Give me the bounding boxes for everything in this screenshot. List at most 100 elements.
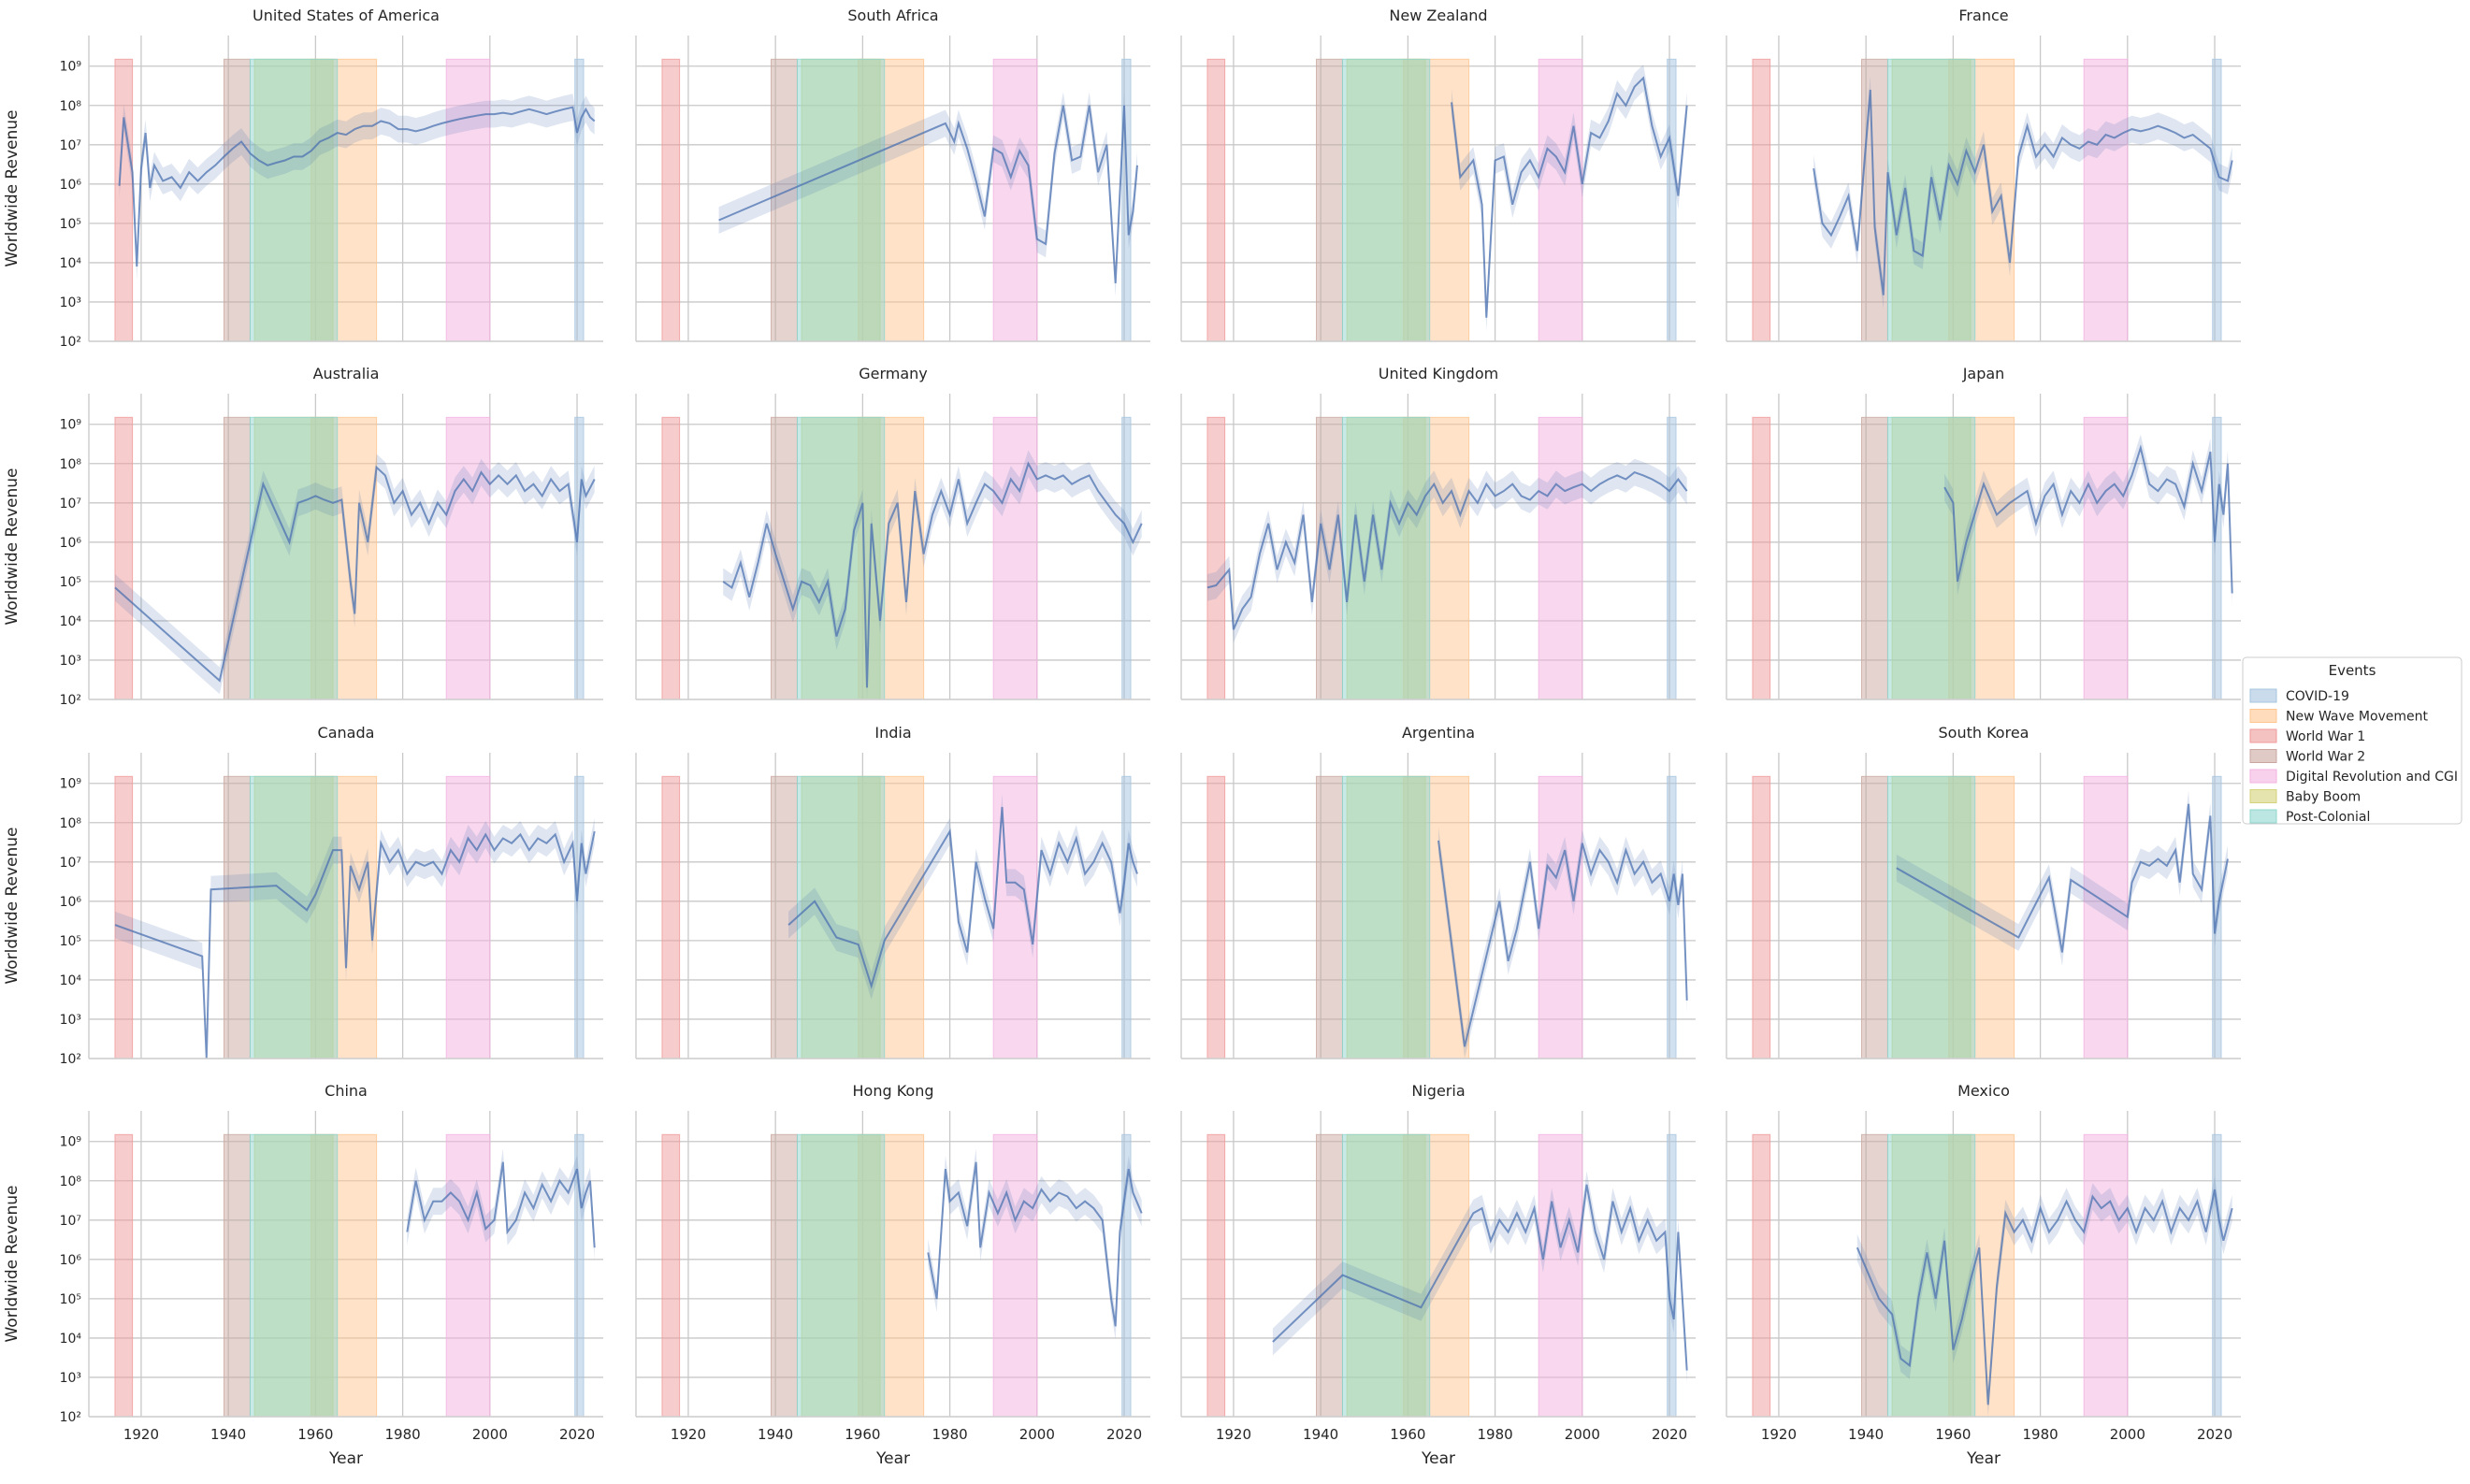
legend-label: Digital Revolution and CGI [2286, 770, 2458, 785]
event-spans [1752, 58, 2222, 342]
y-tick-label: 10³ [60, 1371, 81, 1386]
series-line [718, 105, 1138, 283]
y-tick-label: 10² [60, 1052, 81, 1067]
event-span [249, 416, 339, 700]
x-tick-label: 1920 [1216, 1426, 1251, 1443]
event-span [1667, 58, 1677, 342]
series-line [1451, 76, 1688, 318]
facet-panel: Germany [635, 365, 1150, 700]
facet-panel: Australia 10² 10³ 10⁴ 10⁵ 10⁶ 10⁷ 10⁸ 10⁹ Worldwi… [3, 365, 603, 708]
legend-swatch [2249, 769, 2277, 784]
x-tick-label: 2000 [1019, 1426, 1055, 1443]
x-tick-label: 1980 [384, 1426, 420, 1443]
facet-panel: New Zealand [1180, 7, 1696, 342]
event-span [2083, 58, 2129, 342]
legend-title: Events [2329, 662, 2376, 679]
panel-title: Nigeria [1411, 1082, 1465, 1100]
panel-title: South Africa [847, 7, 938, 24]
x-tick-label: 1960 [1935, 1426, 1971, 1443]
event-span [445, 775, 491, 1059]
y-axis-label: Worldwide Revenue [3, 827, 22, 984]
confidence-band [1944, 434, 2232, 607]
event-span [1121, 416, 1132, 700]
legend-swatch [2249, 789, 2277, 803]
x-tick-label: 2020 [559, 1426, 595, 1443]
event-span [1860, 775, 1888, 1059]
facet-panel: France [1726, 7, 2241, 342]
event-span [770, 58, 798, 342]
event-span [445, 1133, 491, 1418]
event-spans [1206, 1133, 1677, 1418]
event-span [249, 1133, 339, 1418]
panel-title: Japan [1962, 365, 2005, 382]
x-tick-label: 1940 [1848, 1426, 1884, 1443]
legend-item: World War 1 [2249, 728, 2365, 744]
event-spans [1206, 416, 1677, 700]
event-span [223, 58, 251, 342]
confidence-band [1813, 76, 2232, 309]
facet-panels: United States of America 10² 10³ 10⁴ 10⁵ 10⁶ 1… [3, 7, 2241, 1468]
event-span [1886, 416, 1976, 700]
legend-label: World War 1 [2286, 729, 2365, 744]
x-tick-label: 1960 [845, 1426, 880, 1443]
legend-items: COVID-19 New Wave Movement World War 1 Worl… [2249, 688, 2458, 825]
y-tick-label: 10⁴ [60, 256, 82, 271]
y-tick-label: 10⁶ [60, 1253, 82, 1268]
event-span [2083, 416, 2129, 700]
event-span [1667, 775, 1677, 1059]
legend-item: World War 2 [2249, 749, 2365, 765]
y-axis-label: Worldwide Revenue [3, 109, 22, 267]
legend-label: Baby Boom [2286, 790, 2361, 805]
panel-title: Canada [318, 724, 375, 742]
x-tick-label: 2020 [1652, 1426, 1687, 1443]
event-span [223, 775, 251, 1059]
event-spans [114, 1133, 585, 1418]
facet-panel: Hong Kong 1920 1940 1960 1980 2000 2020 Year [635, 1082, 1150, 1468]
y-tick-label: 10⁹ [60, 418, 82, 433]
y-tick-label: 10³ [60, 295, 81, 310]
series-line [1437, 840, 1688, 1047]
confidence-band [115, 454, 595, 695]
x-tick-label: 1980 [932, 1426, 967, 1443]
event-span [661, 58, 681, 342]
y-tick-label: 10² [60, 693, 81, 708]
event-span [770, 1133, 798, 1418]
y-tick-label: 10⁷ [60, 497, 81, 511]
event-span [1538, 775, 1583, 1059]
event-spans [114, 775, 585, 1059]
y-axis-label: Worldwide Revenue [3, 468, 22, 625]
legend-swatch [2249, 709, 2277, 723]
series-line [114, 830, 596, 1059]
confidence-band [928, 1148, 1142, 1340]
event-span [1206, 416, 1226, 700]
event-span [1206, 775, 1226, 1059]
legend-item: Baby Boom [2249, 789, 2361, 805]
series-line [722, 461, 1143, 688]
event-span [1315, 775, 1343, 1059]
legend-swatch [2249, 749, 2277, 763]
panel-title: Germany [859, 365, 928, 382]
y-tick-label: 10⁸ [60, 1174, 82, 1189]
event-span [1315, 416, 1343, 700]
legend-label: World War 2 [2286, 750, 2365, 765]
y-tick-label: 10⁵ [60, 217, 81, 232]
event-span [114, 1133, 134, 1418]
event-span [661, 775, 681, 1059]
y-tick-label: 10⁸ [60, 99, 82, 114]
event-span [2083, 1133, 2129, 1418]
event-span [574, 775, 585, 1059]
x-tick-label: 2000 [1565, 1426, 1600, 1443]
x-tick-label: 1980 [1477, 1426, 1512, 1443]
y-tick-label: 10³ [60, 1013, 81, 1028]
event-span [770, 775, 798, 1059]
confidence-band [1856, 1175, 2232, 1417]
panel-title: Australia [313, 365, 380, 382]
confidence-band [407, 1148, 595, 1261]
facet-panel: Mexico 1920 1940 1960 1980 2000 2020 Year [1726, 1082, 2241, 1468]
event-span [770, 416, 798, 700]
event-span [1206, 58, 1226, 342]
legend-frame [2242, 656, 2463, 825]
event-span [574, 58, 585, 342]
panel-title: China [325, 1082, 368, 1100]
event-span [1752, 1133, 1771, 1418]
